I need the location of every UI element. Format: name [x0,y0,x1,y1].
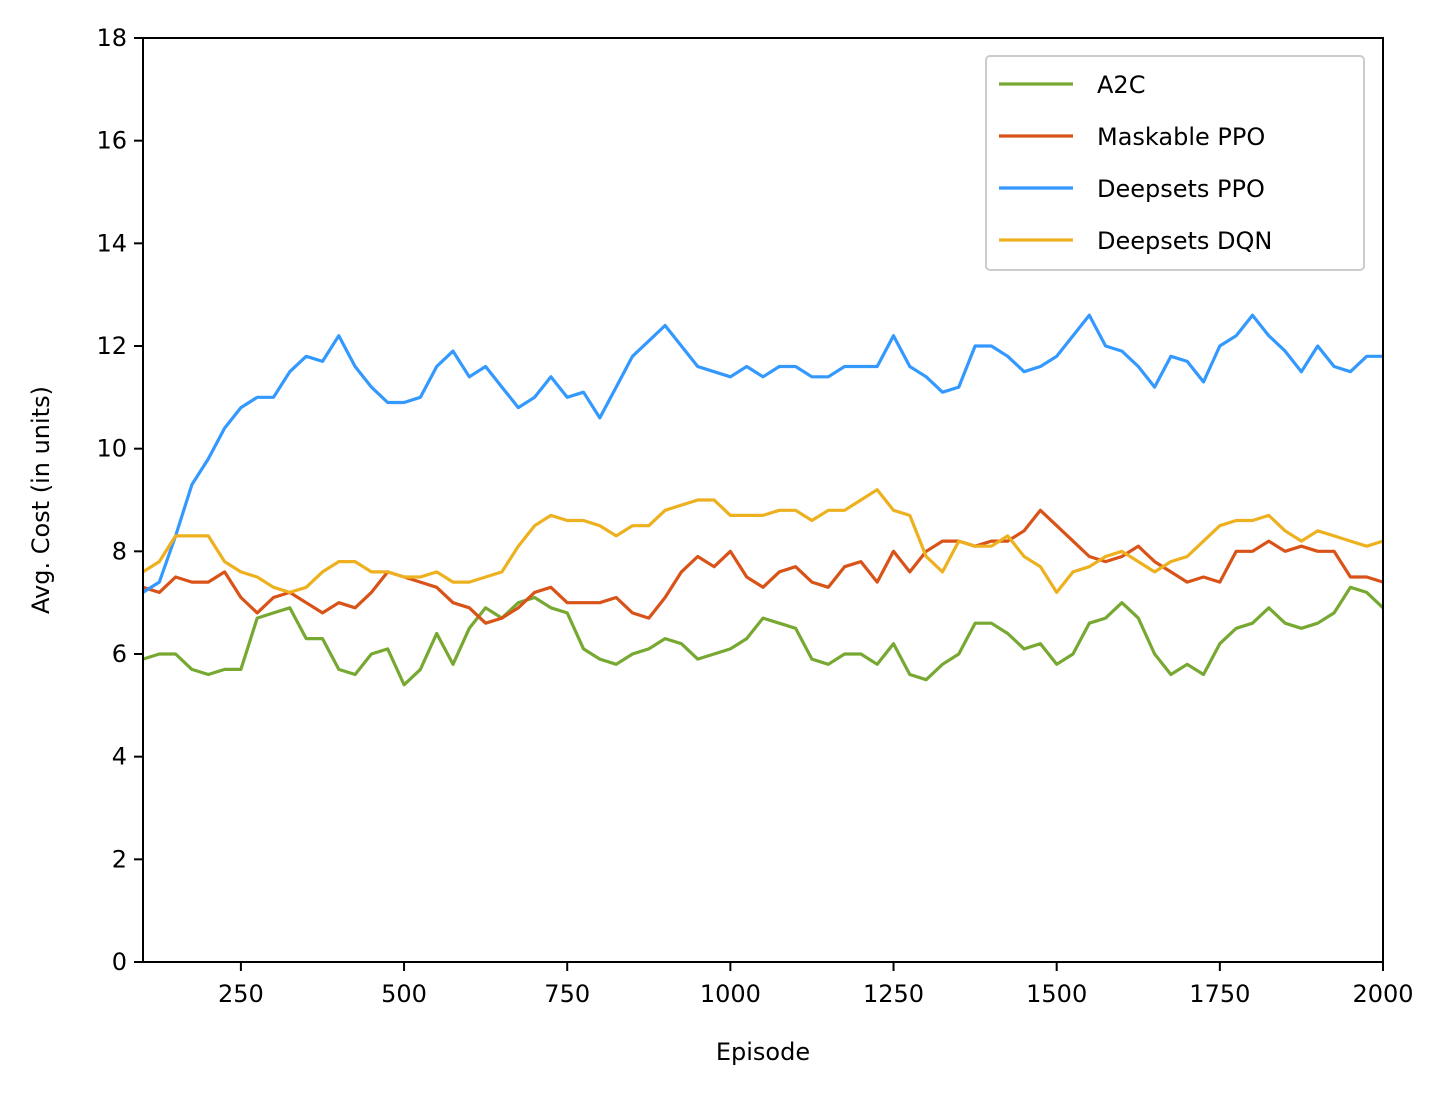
x-tick-label: 750 [544,980,590,1008]
series-lines [142,313,1385,687]
y-tick-label: 16 [96,127,127,155]
legend-label: Maskable PPO [1097,123,1265,151]
x-tick-label: 500 [381,980,427,1008]
legend: A2C Maskable PPO Deepsets PPO Deepsets DQN [985,55,1365,271]
legend-box [985,55,1365,271]
y-tick-label: 0 [112,948,127,976]
x-tick-label: 1500 [1026,980,1087,1008]
y-axis-ticks: 0 2 4 6 8 10 12 14 16 18 [96,24,143,976]
y-tick-label: 18 [96,24,127,52]
series-line-a2c [142,585,1385,687]
y-tick-label: 14 [96,229,127,257]
x-axis-ticks: 250 500 750 1000 1250 1500 1750 2000 [218,962,1414,1008]
y-axis-label: Avg. Cost (in units) [27,386,55,614]
x-tick-label: 1750 [1189,980,1250,1008]
legend-label: Deepsets DQN [1097,227,1272,255]
x-tick-label: 1000 [700,980,761,1008]
x-tick-label: 250 [218,980,264,1008]
series-line-deepsets-ppo [142,313,1383,594]
y-tick-label: 2 [112,845,127,873]
legend-label: A2C [1097,71,1145,99]
x-axis-label: Episode [716,1038,810,1066]
legend-label: Deepsets PPO [1097,175,1265,203]
x-tick-label: 1250 [863,980,924,1008]
y-tick-label: 4 [112,743,127,771]
plot-frame [142,37,1384,963]
series-line-deepsets-dqn [142,488,1384,595]
y-tick-label: 6 [112,640,127,668]
y-tick-label: 12 [96,332,127,360]
x-tick-label: 2000 [1352,980,1413,1008]
y-tick-label: 10 [96,435,127,463]
y-tick-label: 8 [112,537,127,565]
series-line-maskable-ppo [142,508,1384,625]
